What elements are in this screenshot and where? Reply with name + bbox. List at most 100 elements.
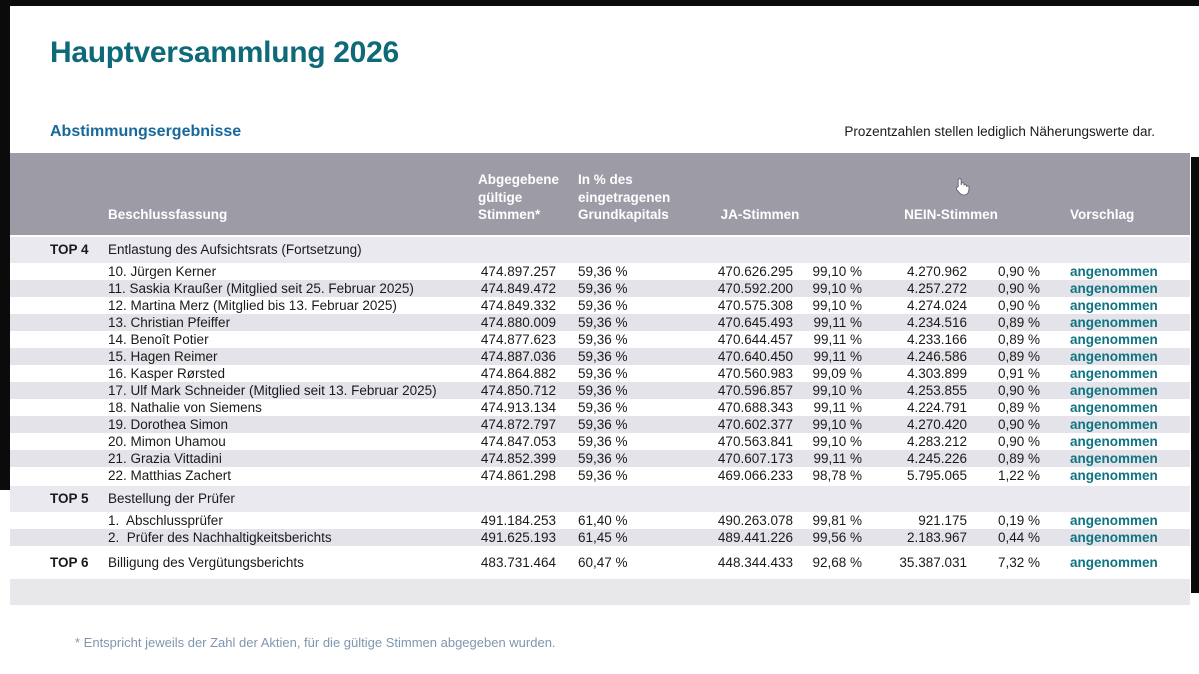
cell-nein-pct: 7,32 % [997, 555, 1040, 570]
cell-stimmen: 474.852.399 [480, 451, 556, 466]
table-row: 13. Christian Pfeiffer 474.880.009 59,36 %… [10, 314, 1190, 331]
cell-stimmen: 474.872.797 [480, 417, 556, 432]
section-header-row: TOP 6 Billigung des Vergütungsberichts 483… [10, 550, 1190, 576]
cell-top-label [50, 512, 108, 529]
cell-nein-pct: 0,90 % [997, 281, 1040, 296]
cell-name: 1. Abschlussprüfer [108, 513, 223, 528]
cell-ja: 470.563.841 [717, 434, 793, 449]
cell-stimmen: 474.887.036 [480, 349, 556, 364]
cell-kapital: 59,36 % [578, 332, 628, 347]
cell-name: 2. Prüfer des Nachhaltigkeitsberichts [108, 530, 332, 545]
cell-nein-pct: 0,89 % [997, 315, 1040, 330]
cell-ja: 470.626.295 [717, 264, 793, 279]
cell-vorschlag: angenommen [1070, 315, 1158, 330]
table-row: 19. Dorothea Simon 474.872.797 59,36 % 470.… [10, 416, 1190, 433]
cell-top-label [50, 399, 108, 416]
cell-ja-pct: 99,11 % [813, 332, 862, 347]
cell-stimmen: 474.913.134 [480, 400, 556, 415]
cell-vorschlag: angenommen [1070, 468, 1158, 483]
cell-kapital: 59,36 % [578, 417, 628, 432]
cell-name: 20. Mimon Uhamou [108, 434, 226, 449]
cell-top-label [50, 450, 108, 467]
table-row: 18. Nathalie von Siemens 474.913.134 59,36… [10, 399, 1190, 416]
cell-top-label [50, 529, 108, 546]
cell-vorschlag: angenommen [1070, 400, 1158, 415]
cell-kapital: 59,36 % [578, 468, 628, 483]
cell-top-label [50, 348, 108, 365]
cell-kapital: 59,36 % [578, 298, 628, 313]
table-row: 15. Hagen Reimer 474.887.036 59,36 % 470.64… [10, 348, 1190, 365]
table-row: 12. Martina Merz (Mitglied bis 13. Febru… [10, 297, 1190, 314]
cell-nein: 4.303.899 [906, 366, 967, 381]
cell-nein-pct: 0,89 % [997, 332, 1040, 347]
table-row: 1. Abschlussprüfer 491.184.253 61,40 % 490.… [10, 512, 1190, 529]
cell-ja: 470.560.983 [717, 366, 793, 381]
cell-ja: 470.602.377 [717, 417, 793, 432]
cell-vorschlag: angenommen [1070, 366, 1158, 381]
cell-top-label [50, 416, 108, 433]
cell-nein: 4.270.420 [906, 417, 967, 432]
cell-stimmen: 491.184.253 [480, 513, 556, 528]
page-title: Hauptversammlung 2026 [50, 36, 399, 69]
cell-vorschlag: angenommen [1070, 281, 1158, 296]
table-row: 2. Prüfer des Nachhaltigkeitsberichts 491… [10, 529, 1190, 546]
viewer-frame-right-edge [1191, 157, 1199, 593]
cell-stimmen: 483.731.464 [480, 555, 556, 570]
cell-name: 21. Grazia Vittadini [108, 451, 222, 466]
cell-kapital: 59,36 % [578, 451, 628, 466]
cell-top-label: TOP 5 [50, 491, 89, 506]
cell-name: 17. Ulf Mark Schneider (Mitglied seit 13… [108, 383, 437, 398]
cell-nein-pct: 0,90 % [997, 298, 1040, 313]
cell-ja: 489.441.226 [717, 530, 793, 545]
cell-kapital: 60,47 % [578, 555, 628, 570]
cell-stimmen: 474.877.623 [480, 332, 556, 347]
cell-vorschlag: angenommen [1070, 513, 1158, 528]
cell-name: 18. Nathalie von Siemens [108, 400, 262, 415]
cell-vorschlag: angenommen [1070, 451, 1158, 466]
col-header-vorschlag: Vorschlag [1070, 207, 1135, 223]
hand-cursor-icon [955, 178, 970, 196]
cell-stimmen: 474.849.332 [480, 298, 556, 313]
cell-section-title: Entlastung des Aufsichtsrats (Fortsetzun… [108, 242, 362, 257]
table-body: TOP 4 Entlastung des Aufsichtsrats (Forts… [10, 237, 1190, 576]
col-header-nein-stimmen: NEIN-Stimmen [904, 207, 998, 223]
cell-name: 12. Martina Merz (Mitglied bis 13. Febru… [108, 298, 397, 313]
viewer-frame-left-edge [0, 0, 10, 490]
cell-stimmen: 474.850.712 [480, 383, 556, 398]
cell-ja: 470.644.457 [717, 332, 793, 347]
cell-kapital: 59,36 % [578, 400, 628, 415]
cell-top-label [50, 297, 108, 314]
cell-kapital: 59,36 % [578, 264, 628, 279]
cell-nein-pct: 0,89 % [997, 400, 1040, 415]
table-row: 21. Grazia Vittadini 474.852.399 59,36 % 47… [10, 450, 1190, 467]
cell-kapital: 59,36 % [578, 383, 628, 398]
cell-ja: 490.263.078 [717, 513, 793, 528]
table-row: 20. Mimon Uhamou 474.847.053 59,36 % 470.56… [10, 433, 1190, 450]
cell-ja-pct: 92,68 % [812, 555, 862, 570]
footnote: * Entspricht jeweils der Zahl der Aktien… [75, 635, 556, 650]
cell-vorschlag: angenommen [1070, 349, 1158, 364]
cell-nein: 4.253.855 [906, 383, 967, 398]
cell-nein: 921.175 [918, 513, 967, 528]
table-row: 22. Matthias Zachert 474.861.298 59,36 % 46… [10, 467, 1190, 484]
cell-vorschlag: angenommen [1070, 383, 1158, 398]
cell-ja: 469.066.233 [717, 468, 793, 483]
cell-top-label [50, 382, 108, 399]
results-table: Beschlussfassung Abgegebene gültige Stim… [10, 153, 1190, 576]
cell-ja-pct: 99,10 % [812, 281, 862, 296]
cell-vorschlag: angenommen [1070, 555, 1158, 570]
cell-nein: 4.246.586 [906, 349, 967, 364]
cell-kapital: 59,36 % [578, 434, 628, 449]
cell-name: 10. Jürgen Kerner [108, 264, 217, 279]
cell-nein-pct: 0,90 % [997, 434, 1040, 449]
cell-nein: 35.387.031 [899, 555, 967, 570]
cell-ja: 470.645.493 [717, 315, 793, 330]
cell-ja-pct: 99,56 % [812, 530, 862, 545]
cell-section-title: Bestellung der Prüfer [108, 491, 235, 506]
cell-name: 22. Matthias Zachert [108, 468, 232, 483]
cell-nein-pct: 0,19 % [997, 513, 1040, 528]
cell-ja-pct: 99,11 % [813, 451, 862, 466]
cell-top-label [50, 314, 108, 331]
cell-ja-pct: 99,10 % [812, 264, 862, 279]
col-header-stimmen: Abgegebene gültige Stimmen* [478, 172, 560, 223]
